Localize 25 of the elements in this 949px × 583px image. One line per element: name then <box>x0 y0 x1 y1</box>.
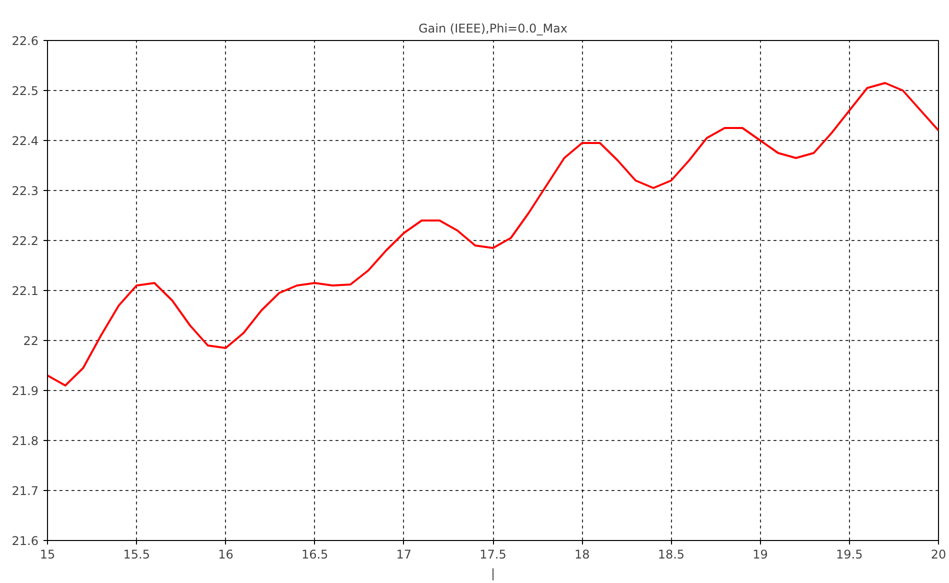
x-tick-label: 18.5 <box>658 548 685 562</box>
chart-title: Gain (IEEE),Phi=0.0_Max <box>418 22 568 36</box>
y-tick-label: 21.8 <box>12 434 38 448</box>
y-tick-label: 22.6 <box>12 34 38 48</box>
y-tick-label: 22.4 <box>12 134 38 148</box>
y-tick-label: 22.5 <box>12 84 38 98</box>
y-tick-label: 21.9 <box>12 384 38 398</box>
x-tick-label: 15 <box>40 548 56 562</box>
x-tick-label: 15.5 <box>123 548 150 562</box>
y-tick-label: 22.2 <box>12 234 38 248</box>
line-series <box>48 82 938 386</box>
x-tick-label: 17 <box>396 548 412 562</box>
y-tick-label: 21.6 <box>12 534 38 548</box>
x-tick-label: 16 <box>218 548 234 562</box>
y-tick-label: 21.7 <box>12 484 38 498</box>
x-tick-label: 20 <box>930 548 946 562</box>
y-tick-label: 22.1 <box>12 284 38 298</box>
x-tick-label: 19.5 <box>836 548 863 562</box>
x-tick-label: 17.5 <box>480 548 506 562</box>
x-tick-label: 16.5 <box>301 548 328 562</box>
y-tick-label: 22 <box>23 334 39 348</box>
x-tick-label: 19 <box>752 548 768 562</box>
y-tick-label: 22.3 <box>12 184 38 198</box>
x-axis-title: | <box>490 566 496 580</box>
x-tick-label: 18 <box>574 548 590 562</box>
